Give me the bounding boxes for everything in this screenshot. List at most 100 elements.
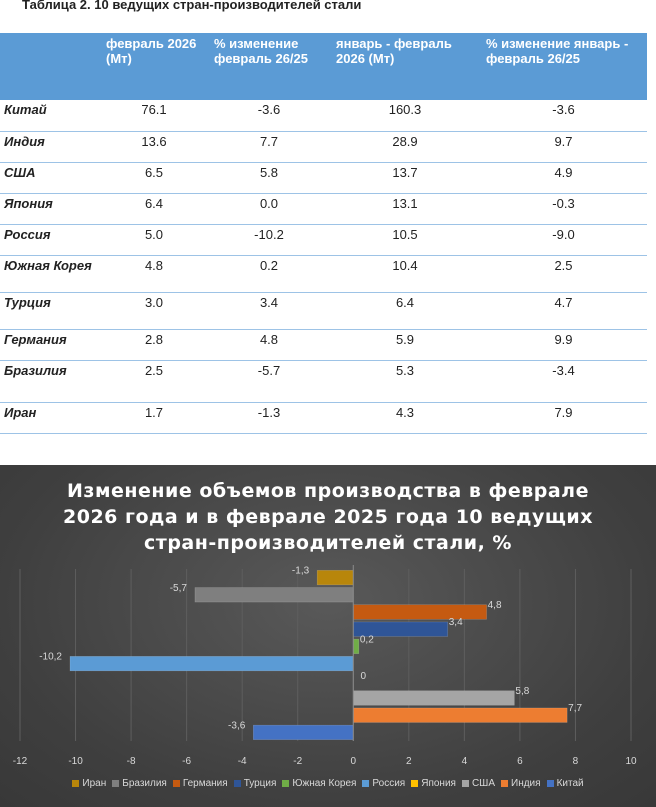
header-country <box>0 33 100 100</box>
cell-feb-volume: 76.1 <box>100 100 208 132</box>
table-row: Южная Корея 4.8 0.2 10.4 2.5 <box>0 255 647 293</box>
cell-country: Россия <box>0 224 100 256</box>
legend-swatch <box>546 779 554 787</box>
cell-country: Индия <box>0 131 100 163</box>
bar-1 <box>194 587 354 603</box>
table-row: Россия 5.0 -10.2 10.5 -9.0 <box>0 224 647 256</box>
legend-item: Китай <box>546 778 584 789</box>
legend-label: Россия <box>372 778 406 789</box>
table-title: Таблица 2. 10 ведущих стран-производител… <box>22 0 362 12</box>
cell-janfeb-volume: 13.1 <box>330 193 480 225</box>
cell-feb-change: 3.4 <box>208 292 330 330</box>
data-label: -1,3 <box>292 566 310 577</box>
x-tick-label: 10 <box>625 756 637 767</box>
legend-item: Индия <box>501 778 541 789</box>
legend-item: Германия <box>172 778 228 789</box>
table-row: Бразилия 2.5 -5.7 5.3 -3.4 <box>0 360 647 403</box>
x-tick-label: 2 <box>406 756 412 767</box>
cell-janfeb-volume: 4.3 <box>330 402 480 434</box>
cell-feb-volume: 3.0 <box>100 292 208 330</box>
data-label: -10,2 <box>39 652 62 663</box>
cell-feb-volume: 13.6 <box>100 131 208 163</box>
cell-janfeb-change: -9.0 <box>480 224 647 256</box>
cell-feb-change: -3.6 <box>208 100 330 132</box>
legend-item: Южная Корея <box>282 778 356 789</box>
data-label: 7,7 <box>568 703 582 714</box>
legend-item: Турция <box>233 778 276 789</box>
cell-feb-volume: 4.8 <box>100 255 208 293</box>
cell-country: Южная Корея <box>0 255 100 293</box>
cell-country: Китай <box>0 100 100 132</box>
cell-janfeb-volume: 10.4 <box>330 255 480 293</box>
legend-label: Китай <box>556 778 584 789</box>
legend-label: Япония <box>421 778 456 789</box>
cell-janfeb-volume: 28.9 <box>330 131 480 163</box>
chart-legend: Иран Бразилия Германия Турция Южная Корея Рос… <box>0 778 656 789</box>
legend-label: Индия <box>511 778 541 789</box>
legend-label: Южная Корея <box>292 778 357 789</box>
legend-swatch <box>112 779 120 787</box>
cell-feb-volume: 5.0 <box>100 224 208 256</box>
legend-item: США <box>461 778 496 789</box>
legend-label: Иран <box>82 778 107 789</box>
legend-item: Иран <box>72 778 106 789</box>
cell-janfeb-change: 7.9 <box>480 402 647 434</box>
bar-9 <box>253 724 354 740</box>
cell-feb-volume: 2.5 <box>100 360 208 403</box>
cell-feb-change: -5.7 <box>208 360 330 403</box>
legend-swatch <box>362 779 370 787</box>
cell-janfeb-change: 9.9 <box>480 329 647 361</box>
header-feb-volume: февраль 2026 (Мт) <box>100 33 208 100</box>
bar-4 <box>353 638 360 654</box>
cell-feb-volume: 2.8 <box>100 329 208 361</box>
chart-title: Изменение объемов производства в феврале… <box>63 480 593 554</box>
cell-country: Турция <box>0 292 100 330</box>
legend-item: Бразилия <box>112 778 167 789</box>
x-tick-label: -4 <box>238 756 247 767</box>
cell-janfeb-volume: 6.4 <box>330 292 480 330</box>
cell-janfeb-change: 4.9 <box>480 162 647 194</box>
steel-producers-table: февраль 2026 (Мт) % изменение февраль 26… <box>0 33 647 434</box>
legend-item: Япония <box>411 778 456 789</box>
table-row: Турция 3.0 3.4 6.4 4.7 <box>0 292 647 330</box>
table-row: США 6.5 5.8 13.7 4.9 <box>0 162 647 194</box>
data-label: -3,6 <box>228 720 246 731</box>
legend-label: США <box>471 778 496 789</box>
cell-country: США <box>0 162 100 194</box>
cell-janfeb-volume: 13.7 <box>330 162 480 194</box>
legend-swatch <box>72 779 80 787</box>
x-tick-label: -6 <box>182 756 191 767</box>
legend-swatch <box>282 779 290 787</box>
data-label: -5,7 <box>170 583 188 594</box>
legend-label: Бразилия <box>122 778 167 789</box>
data-label: 4,8 <box>488 600 502 611</box>
bar-8 <box>353 707 568 723</box>
cell-feb-volume: 1.7 <box>100 402 208 434</box>
cell-janfeb-volume: 10.5 <box>330 224 480 256</box>
header-feb-change: % изменение февраль 26/25 <box>208 33 330 100</box>
table-row: Иран 1.7 -1.3 4.3 7.9 <box>0 402 647 434</box>
chart-panel: Изменение объемов производства в феврале… <box>0 465 656 807</box>
cell-country: Бразилия <box>0 360 100 403</box>
x-tick-label: 4 <box>462 756 468 767</box>
bar-5 <box>69 656 354 672</box>
x-tick-label: -10 <box>68 756 83 767</box>
data-label: 3,4 <box>449 617 463 628</box>
cell-feb-volume: 6.4 <box>100 193 208 225</box>
cell-feb-change: 0.0 <box>208 193 330 225</box>
bar-2 <box>353 604 487 620</box>
data-label: 5,8 <box>515 686 529 697</box>
legend-label: Германия <box>182 778 228 789</box>
cell-feb-volume: 6.5 <box>100 162 208 194</box>
cell-janfeb-volume: 160.3 <box>330 100 480 132</box>
cell-feb-change: 0.2 <box>208 255 330 293</box>
table-header-row: февраль 2026 (Мт) % изменение февраль 26… <box>0 33 647 100</box>
cell-country: Иран <box>0 402 100 434</box>
cell-country: Германия <box>0 329 100 361</box>
cell-country: Япония <box>0 193 100 225</box>
header-janfeb-volume: январь - февраль 2026 (Мт) <box>330 33 480 100</box>
cell-feb-change: 4.8 <box>208 329 330 361</box>
table-row: Китай 76.1 -3.6 160.3 -3.6 <box>0 100 647 132</box>
cell-janfeb-change: -3.4 <box>480 360 647 403</box>
x-tick-label: 8 <box>573 756 579 767</box>
